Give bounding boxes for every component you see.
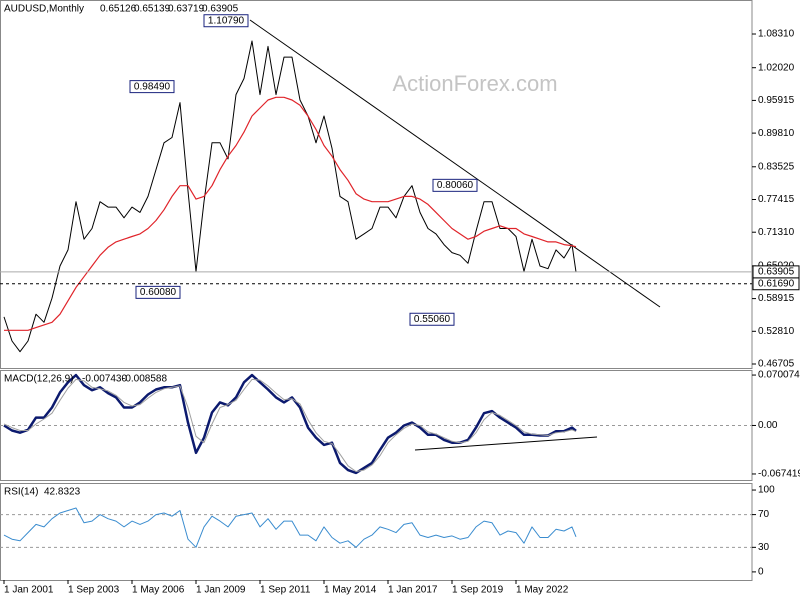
- annotation-label: 0.80060: [437, 180, 474, 191]
- price-box-label: 0.61690: [758, 278, 795, 289]
- x-tick-label: 1 Sep 2011: [260, 585, 311, 596]
- ohlc-value: 0.65126: [100, 4, 137, 15]
- series-line: [3, 507, 577, 548]
- series-line: [3, 40, 577, 353]
- annotation-label: 0.60080: [140, 287, 177, 298]
- annotation-label: 0.98490: [134, 81, 171, 92]
- annotation-label: 0.55060: [414, 314, 451, 325]
- x-tick-label: 1 May 2022: [516, 585, 569, 596]
- annotation-box: [409, 312, 455, 326]
- macd-trendline: [414, 436, 598, 451]
- x-tick-label: 1 Jan 2001: [4, 585, 54, 596]
- panel-title: RSI(14): [4, 487, 38, 498]
- annotation-box: [135, 285, 181, 299]
- series-line: [3, 378, 577, 472]
- y-tick-label: 0.83525: [758, 161, 795, 172]
- y-tick-label: 70: [758, 509, 770, 520]
- y-tick-label: 0.46705: [758, 359, 795, 370]
- x-tick-label: 1 Jan 2017: [388, 585, 438, 596]
- panel-title: AUDUSD,Monthly: [4, 4, 84, 15]
- indicator-value: -0.008588: [122, 374, 167, 385]
- y-tick-label: 0.77415: [758, 194, 795, 205]
- indicator-value: -0.007430: [82, 374, 127, 385]
- x-tick-label: 1 May 2006: [132, 585, 185, 596]
- annotation-label: 1.10790: [208, 15, 245, 26]
- price-box-label: 0.63905: [758, 267, 795, 278]
- x-tick-label: 1 Sep 2019: [452, 585, 504, 596]
- panel-border: [0, 0, 753, 369]
- ohlc-value: 0.65139: [134, 4, 171, 15]
- price-box: [752, 265, 800, 279]
- series-line: [4, 96, 577, 331]
- trendline: [249, 19, 661, 308]
- y-tick-label: 100: [758, 485, 775, 496]
- y-tick-label: 30: [758, 542, 770, 553]
- y-tick-label: -0.067419: [758, 469, 800, 480]
- y-tick-label: 0.89810: [758, 128, 795, 139]
- panel-title: MACD(12,26,9): [4, 374, 73, 385]
- indicator-value: 42.8323: [44, 487, 81, 498]
- y-tick-label: 0.71310: [758, 227, 795, 238]
- series-line: [3, 373, 577, 475]
- annotation-box: [203, 14, 249, 28]
- y-tick-label: 0.58915: [758, 293, 795, 304]
- y-tick-label: 1.02020: [758, 62, 795, 73]
- x-tick-label: 1 Jan 2009: [196, 585, 246, 596]
- y-tick-label: 0.52810: [758, 326, 795, 337]
- annotation-box: [432, 178, 478, 192]
- y-tick-label: 0.00: [758, 420, 778, 431]
- x-tick-label: 1 Sep 2003: [68, 585, 120, 596]
- watermark: ActionForex.com: [392, 71, 557, 96]
- x-tick-label: 1 May 2014: [324, 585, 377, 596]
- annotation-box: [129, 80, 175, 94]
- y-tick-label: 0.070074: [758, 370, 800, 381]
- y-tick-label: 0: [758, 567, 764, 578]
- y-tick-label: 1.08310: [758, 29, 795, 40]
- panel-border: [0, 483, 753, 581]
- y-tick-label: 0.95915: [758, 95, 795, 106]
- ohlc-value: 0.63905: [202, 4, 239, 15]
- ohlc-value: 0.63719: [168, 4, 205, 15]
